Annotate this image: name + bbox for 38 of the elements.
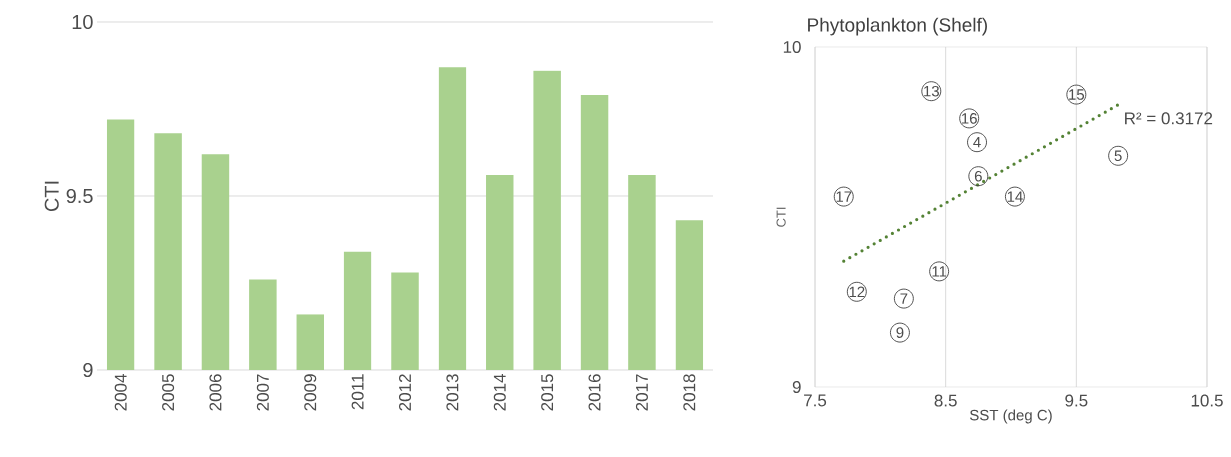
x-tick-label: 2011 xyxy=(351,374,364,410)
x-tick-label: 2004 xyxy=(114,374,127,411)
x-tick-label: 9.5 xyxy=(1065,394,1088,407)
x-tick-label: 2012 xyxy=(398,374,412,411)
x-tick-label: 2006 xyxy=(209,374,222,411)
y-tick-label: 9.5 xyxy=(66,188,93,204)
annotation: 14 xyxy=(1007,191,1023,202)
x-tick-label: 7.5 xyxy=(804,394,827,407)
annotation: 12 xyxy=(849,286,865,298)
annotation: R² = 0.3172 xyxy=(1125,112,1213,125)
annotation: 13 xyxy=(924,85,939,97)
x-tick-label: 10.5 xyxy=(1191,394,1223,407)
x-tick-label: 8.5 xyxy=(934,394,957,407)
y-axis-title: CTI xyxy=(44,181,59,212)
x-tick-label: 2005 xyxy=(162,374,175,411)
x-tick-label: 2007 xyxy=(256,374,269,411)
annotation: 16 xyxy=(961,113,977,124)
x-axis-title: SST (deg C) xyxy=(970,409,1052,424)
annotation: 5 xyxy=(1114,150,1122,162)
x-tick-label: 2015 xyxy=(541,374,554,411)
x-tick-label: 2017 xyxy=(635,374,648,411)
annotation: 9 xyxy=(896,327,904,338)
annotation: 15 xyxy=(1069,89,1085,100)
y-axis-title: CTI xyxy=(776,207,786,227)
annotation: 11 xyxy=(932,266,947,277)
y-tick-label: 10 xyxy=(783,40,801,54)
annotation: 6 xyxy=(974,170,982,182)
x-tick-label: 2014 xyxy=(493,374,506,411)
y-tick-label: 10 xyxy=(72,14,93,30)
annotation: 7 xyxy=(900,293,908,304)
annotation: 4 xyxy=(973,137,981,148)
x-tick-label: 2009 xyxy=(304,374,317,411)
annotation: 17 xyxy=(836,191,852,202)
chart-title: Phytoplankton (Shelf) xyxy=(808,17,987,36)
y-tick-label: 9 xyxy=(83,362,93,378)
x-tick-label: 2013 xyxy=(446,374,459,411)
x-tick-label: 2018 xyxy=(683,374,696,411)
x-tick-label: 2016 xyxy=(588,374,601,411)
